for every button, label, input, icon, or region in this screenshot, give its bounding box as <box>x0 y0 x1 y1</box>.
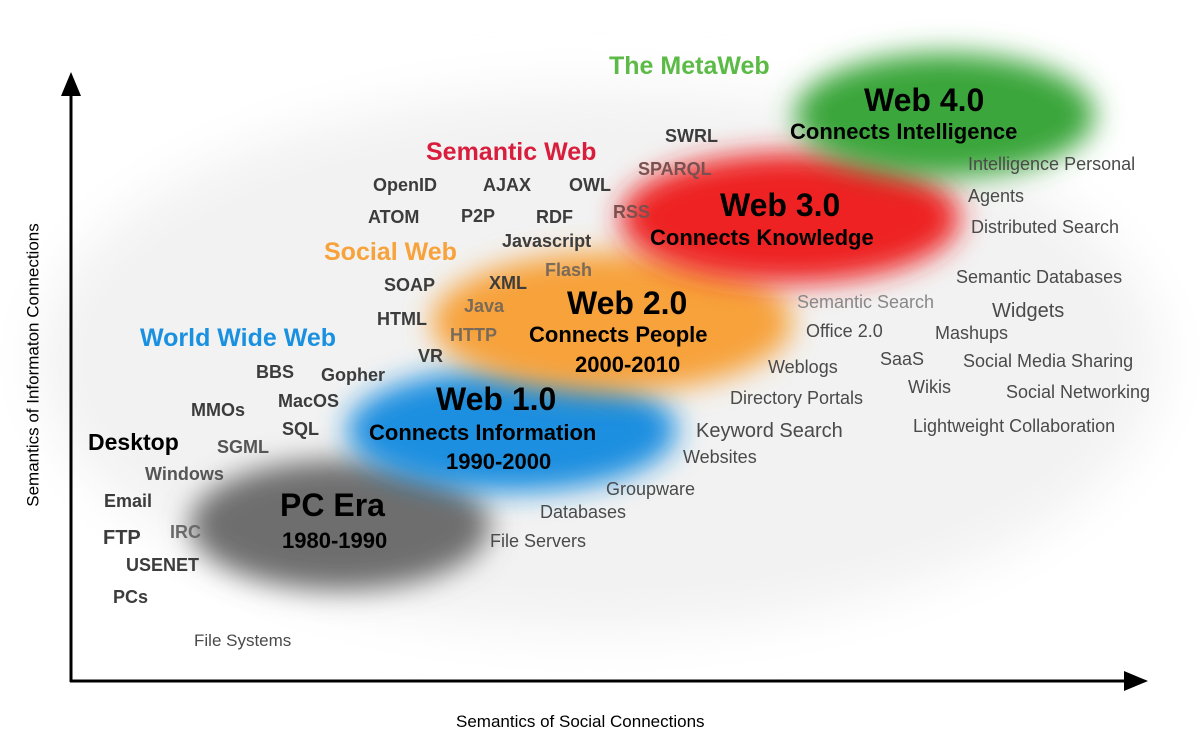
tech-item: VR <box>418 346 444 366</box>
tech-item: RSS <box>613 202 651 222</box>
era-pc-title: PC Era <box>280 487 385 523</box>
tech-item: Flash <box>545 260 593 280</box>
tech-item: SGML <box>217 437 269 457</box>
tech-item: Windows <box>145 464 224 484</box>
era-web1-subtitle: Connects Information <box>369 420 597 445</box>
tech-item: OpenID <box>373 175 438 195</box>
era-web2-years: 2000-2010 <box>575 352 681 377</box>
service-item: File Systems <box>194 631 292 650</box>
service-item: Keyword Search <box>696 420 843 442</box>
service-item: Social Media Sharing <box>963 351 1134 371</box>
era-web3-subtitle: Connects Knowledge <box>650 225 874 250</box>
service-item: Databases <box>540 502 627 522</box>
service-item: Groupware <box>606 479 696 499</box>
label-metaweb: The MetaWeb <box>609 52 770 80</box>
tech-item: OWL <box>569 175 611 195</box>
x-axis-label: Semantics of Social Connections <box>456 712 705 731</box>
tech-item: Gopher <box>321 365 386 385</box>
label-social-web: Social Web <box>324 238 457 266</box>
label-semantic-web: Semantic Web <box>426 138 597 166</box>
tech-item: Javascript <box>502 231 592 251</box>
tech-item: USENET <box>126 555 200 575</box>
service-item: Office 2.0 <box>806 321 883 341</box>
service-item: Semantic Databases <box>956 267 1123 287</box>
service-item: Intelligence Personal <box>968 154 1136 174</box>
service-item: Mashups <box>935 323 1009 343</box>
tech-item: SQL <box>282 419 320 439</box>
service-item: Directory Portals <box>730 388 864 408</box>
tech-item: MMOs <box>191 400 245 420</box>
tech-item: ATOM <box>368 207 420 227</box>
service-item: Social Networking <box>1006 382 1151 402</box>
era-pc-subtitle: 1980-1990 <box>282 528 388 553</box>
service-item: Agents <box>968 186 1025 206</box>
tech-item: RDF <box>536 207 573 227</box>
service-item: Widgets <box>992 300 1065 322</box>
blob-web-1 <box>347 368 677 492</box>
blob-pc-era <box>190 460 490 590</box>
service-item: SaaS <box>880 349 925 369</box>
service-item: Weblogs <box>768 357 838 377</box>
blob-web-3 <box>620 153 960 283</box>
era-web4-subtitle: Connects Intelligence <box>790 119 1018 144</box>
tech-item: Java <box>464 296 505 316</box>
service-item: Websites <box>683 447 757 467</box>
label-world-wide-web: World Wide Web <box>140 324 337 352</box>
axes <box>61 72 1148 691</box>
tech-item: Email <box>104 491 153 511</box>
tech-item: XML <box>489 273 527 293</box>
era-web1-years: 1990-2000 <box>446 449 552 474</box>
service-item: Lightweight Collaboration <box>913 416 1116 436</box>
x-axis-arrow <box>1124 671 1148 691</box>
tech-item: AJAX <box>483 175 532 195</box>
tech-item: BBS <box>256 362 295 382</box>
tech-item: PCs <box>113 587 149 607</box>
tech-item: FTP <box>103 527 141 549</box>
tech-item: IRC <box>170 522 201 542</box>
tech-item: MacOS <box>278 391 340 411</box>
tech-item: HTML <box>377 309 427 329</box>
blob-web-2 <box>432 252 792 392</box>
blob-web-4 <box>795 53 1095 177</box>
era-web4-title: Web 4.0 <box>864 82 985 118</box>
tech-item: HTTP <box>450 325 497 345</box>
era-web1-title: Web 1.0 <box>436 381 557 417</box>
service-item: File Servers <box>490 531 587 551</box>
y-axis-arrow <box>61 72 81 96</box>
label-desktop: Desktop <box>88 429 179 455</box>
service-item: Wikis <box>908 377 951 397</box>
service-item: Semantic Search <box>797 292 935 312</box>
era-web2-title: Web 2.0 <box>567 285 688 321</box>
tech-item: P2P <box>461 206 496 226</box>
tech-item: SPARQL <box>638 159 712 179</box>
y-axis-label: Semantics of Informaton Connections <box>23 223 43 507</box>
tech-item: SOAP <box>384 275 436 295</box>
era-web2-subtitle: Connects People <box>529 322 708 347</box>
tech-item: SWRL <box>665 126 718 146</box>
service-item: Distributed Search <box>971 217 1120 237</box>
era-web3-title: Web 3.0 <box>720 187 841 223</box>
